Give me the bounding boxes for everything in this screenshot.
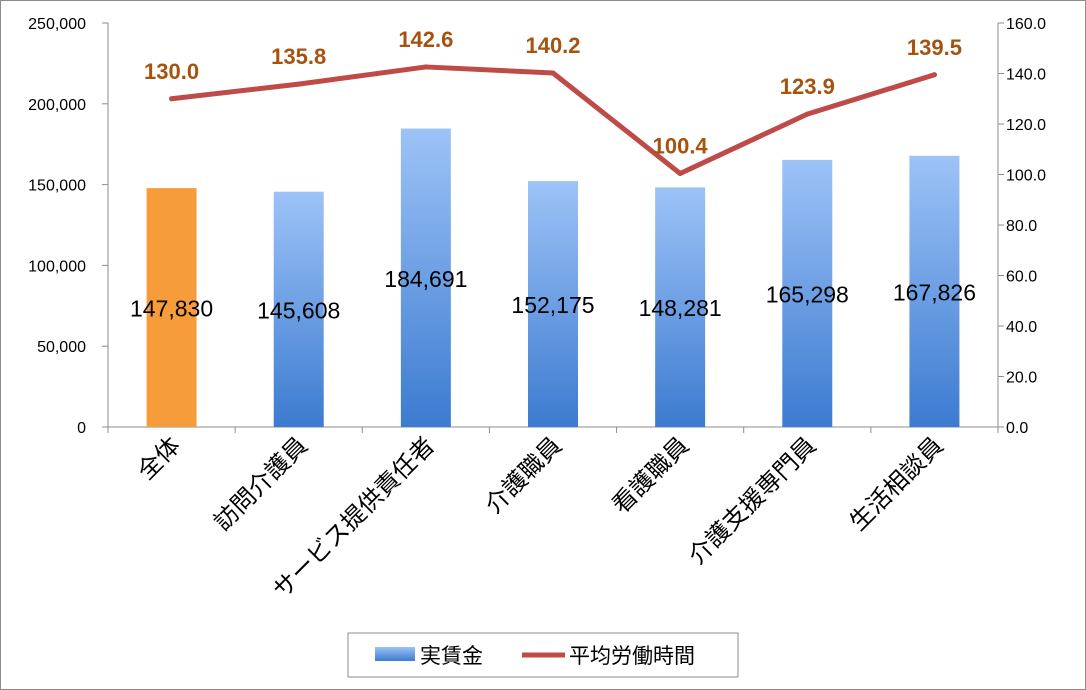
bar-5: [782, 159, 833, 428]
bar-0: [146, 188, 197, 427]
bar-3: [528, 181, 578, 427]
right-tick-label: 20.0: [1006, 370, 1037, 387]
line-data-label: 123.9: [780, 74, 835, 99]
right-tick-label: 60.0: [1006, 269, 1037, 286]
line-point-3: [550, 70, 556, 76]
category-label: 介護支援専門員: [683, 431, 822, 570]
category-label: 生活相談員: [844, 431, 949, 536]
line-group: [169, 64, 937, 176]
line-point-4: [677, 170, 683, 176]
category-label: 訪問介護員: [208, 431, 313, 536]
bar-data-label: 147,830: [130, 296, 213, 322]
legend: 実賃金 平均労働時間: [347, 632, 739, 678]
left-tick-label: 200,000: [28, 97, 86, 114]
line-point-2: [423, 64, 429, 70]
bar-4: [655, 187, 706, 427]
line-point-5: [804, 111, 810, 117]
line-data-label: 142.6: [398, 27, 453, 52]
right-tick-label: 80.0: [1006, 218, 1037, 235]
line-data-label: 100.4: [653, 133, 709, 158]
right-tick-label: 0.0: [1006, 420, 1028, 437]
right-tick-label: 120.0: [1006, 117, 1046, 134]
category-label: 全体: [132, 431, 186, 485]
bar-data-label: 167,826: [893, 279, 976, 305]
left-tick-label: 150,000: [28, 178, 86, 195]
bar-data-label: 165,298: [766, 281, 849, 307]
left-tick-label: 50,000: [37, 339, 86, 356]
line-point-0: [169, 96, 175, 102]
bar-data-label: 148,281: [639, 295, 722, 321]
right-tick-label: 140.0: [1006, 67, 1046, 84]
legend-bar-swatch: [375, 647, 415, 661]
bar-data-label: 152,175: [511, 292, 594, 318]
axes-group: 0 50,000 100,000 150,000 200,000 250,000 0.0 20…: [28, 16, 1046, 437]
line-point-1: [296, 81, 302, 87]
bar-data-label: 184,691: [384, 266, 467, 292]
left-tick-label: 100,000: [28, 258, 86, 275]
legend-line-label: 平均労働時間: [569, 644, 695, 668]
left-tick-label: 0: [77, 420, 86, 437]
line-data-label: 139.5: [907, 35, 962, 60]
line-data-label: 135.8: [271, 44, 326, 69]
right-tick-label: 160.0: [1006, 16, 1046, 33]
bar-2: [400, 128, 451, 427]
line-data-label: 140.2: [525, 33, 580, 58]
bar-1: [273, 191, 324, 427]
line-labels-group: 130.0 135.8 142.6 140.2 100.4 123.9 139.5: [144, 27, 962, 159]
left-tick-label: 250,000: [28, 16, 86, 33]
bar-data-label: 145,608: [257, 297, 340, 323]
bars-group: [146, 128, 960, 428]
right-tick-label: 100.0: [1006, 168, 1046, 185]
legend-bar-label: 実賃金: [420, 644, 483, 668]
line-data-label: 130.0: [144, 59, 199, 84]
line-point-6: [931, 72, 937, 78]
category-label: 看護職員: [607, 431, 695, 519]
category-label: 介護職員: [480, 431, 568, 519]
bar-6: [909, 155, 960, 427]
right-tick-label: 40.0: [1006, 319, 1037, 336]
bar-labels-group: 147,830 145,608 184,691 152,175 148,281 165,2…: [130, 266, 976, 324]
